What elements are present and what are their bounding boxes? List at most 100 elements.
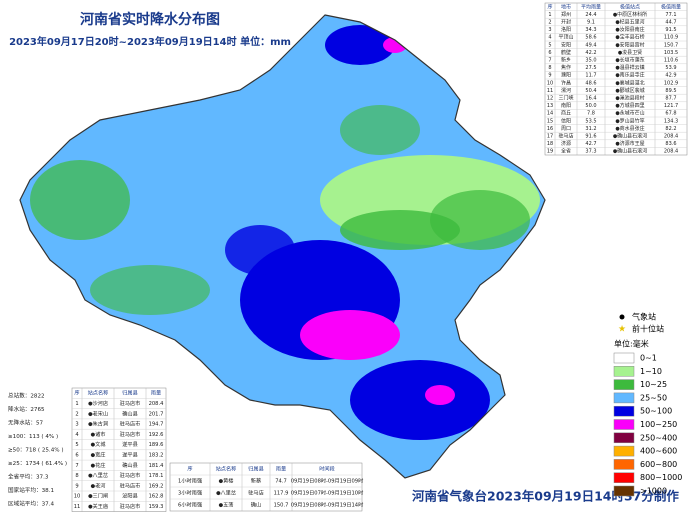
table-cell: 1小时雨强 xyxy=(178,477,202,485)
table-cell: 3小时雨强 xyxy=(178,489,202,497)
table-cell: 确山县 xyxy=(122,409,138,417)
table-cell: 驻马店市 xyxy=(120,481,141,489)
legend-label: 50~100 xyxy=(640,407,672,416)
table-cell: ●永城市芒山 xyxy=(615,110,644,117)
table-cell: ●安阳县宫村 xyxy=(615,41,644,48)
table-cell: 50.0 xyxy=(585,103,596,109)
table-header: 平均雨量 xyxy=(581,3,601,10)
table-cell: 开封 xyxy=(561,19,571,26)
table-cell: 11.7 xyxy=(585,73,596,79)
table-cell: 74.7 xyxy=(275,479,287,485)
table-header: 时间段 xyxy=(319,465,335,473)
stat-item: ≥25：1734 ( 61.4% ) xyxy=(8,461,67,467)
table-cell: 全省 xyxy=(561,148,571,155)
table-cell: 确山 xyxy=(251,501,261,509)
legend-label: 400~600 xyxy=(640,447,677,456)
table-cell: 42.7 xyxy=(585,141,596,147)
table-cell: 确山县 xyxy=(122,461,138,469)
table-cell: ●文城 xyxy=(91,440,107,448)
table-cell: 18 xyxy=(547,141,553,147)
table-cell: 7.8 xyxy=(587,111,595,117)
table-cell: ●五荡 xyxy=(219,501,234,509)
table-cell: 110.9 xyxy=(664,35,678,41)
legend-swatch xyxy=(613,405,635,417)
table-cell: 34.3 xyxy=(585,27,596,33)
table-cell: 35.0 xyxy=(585,58,596,64)
table-cell: 44.7 xyxy=(665,20,676,26)
table-cell: 漯河 xyxy=(561,87,571,94)
legend-unit: 单位:毫米 xyxy=(614,339,649,349)
table-cell: 87.7 xyxy=(665,96,676,102)
stat-item: 无降水站：57 xyxy=(8,419,44,427)
table-cell: ●襄城县湛北 xyxy=(615,79,644,86)
stat-item: 全省平均：37.3 xyxy=(8,473,49,481)
table-cell: 11 xyxy=(547,88,553,94)
table-cell: 17 xyxy=(547,134,553,140)
table-cell: 14 xyxy=(547,111,553,117)
table-cell: 4 xyxy=(548,35,551,41)
table-cell: 济源 xyxy=(561,140,571,147)
table-cell: 遂平县 xyxy=(122,450,138,458)
legend-station: 气象站 xyxy=(632,312,656,322)
table-cell: 10 xyxy=(547,80,553,86)
table-cell: 11 xyxy=(74,504,81,510)
table-cell: 12 xyxy=(547,96,553,102)
table-cell: 16 xyxy=(547,126,553,132)
table-cell: 遂平县 xyxy=(122,440,138,448)
table-cell: 洛阳 xyxy=(561,26,571,33)
legend-label: 25~50 xyxy=(640,393,667,402)
table-cell: ●黄楼 xyxy=(219,477,234,485)
table-cell: ●确山县石滚河 xyxy=(613,148,647,155)
stat-item: ≥50：718 ( 25.4% ) xyxy=(8,448,64,454)
table-cell: ●济源市王屋 xyxy=(615,140,644,147)
table-cell: 37.3 xyxy=(585,149,596,155)
station-icon xyxy=(619,314,625,320)
legend-swatch xyxy=(613,419,635,430)
table-cell: 27.5 xyxy=(585,65,596,71)
table-cell: 183.2 xyxy=(149,452,164,458)
table-cell: 2 xyxy=(548,20,551,26)
table-cell: 泌阳县 xyxy=(122,492,138,500)
legend-swatch xyxy=(613,352,635,364)
table-cell: 150.7 xyxy=(664,42,678,48)
table-cell: 48.6 xyxy=(585,80,596,86)
legend-swatch xyxy=(613,392,635,404)
legend-label: 1~10 xyxy=(640,367,662,376)
table-cell: 19 xyxy=(547,149,553,155)
table-cell: 09月19日07时-09月19日10时 xyxy=(291,489,364,497)
table-cell: 驻马店 xyxy=(558,133,573,140)
table-cell: 58.6 xyxy=(585,35,596,41)
table-cell: ●杞县五里河 xyxy=(615,19,644,26)
table-cell: ●老河 xyxy=(91,481,106,489)
table-cell: ●中原区林科所 xyxy=(613,11,647,18)
table-cell: 1 xyxy=(548,12,551,18)
table-cell: 50.4 xyxy=(585,88,596,94)
top10-icon: ★ xyxy=(618,325,626,335)
map-subtitle: 2023年09月17日20时~2023年09月19日14时 单位：mm xyxy=(9,35,291,48)
legend-swatch xyxy=(613,366,635,377)
table-cell: 82.2 xyxy=(665,126,676,132)
table-cell: 6 xyxy=(548,50,551,56)
table-cell: 7 xyxy=(75,463,78,469)
table-cell: 10 xyxy=(74,494,81,500)
table-cell: 4 xyxy=(75,432,79,438)
table-cell: 09月19日08时-09月19日09时 xyxy=(291,477,364,485)
table-header: 归属县 xyxy=(122,389,138,397)
map-title: 河南省实时降水分布图 xyxy=(80,11,220,28)
table-cell: 181.4 xyxy=(149,463,165,469)
table-cell: ●宝丰县石桥 xyxy=(615,34,644,41)
table-cell: 208.4 xyxy=(664,149,678,155)
table-cell: 驻马店市 xyxy=(120,399,141,407)
legend-label: 0~1 xyxy=(640,354,657,363)
table-cell: 新乡 xyxy=(561,57,571,64)
table-cell: 83.6 xyxy=(665,141,676,147)
table-cell: 208.4 xyxy=(664,134,678,140)
stat-item: 国家站平均：38.1 xyxy=(8,486,54,494)
table-cell: 208.4 xyxy=(149,401,165,407)
table-cell: ●郾城区裴城 xyxy=(615,87,644,94)
table-cell: 8 xyxy=(75,473,78,479)
stat-item: 总站数：2822 xyxy=(8,392,45,400)
table-cell: 77.1 xyxy=(665,12,676,18)
table-cell: 192.6 xyxy=(149,432,164,438)
